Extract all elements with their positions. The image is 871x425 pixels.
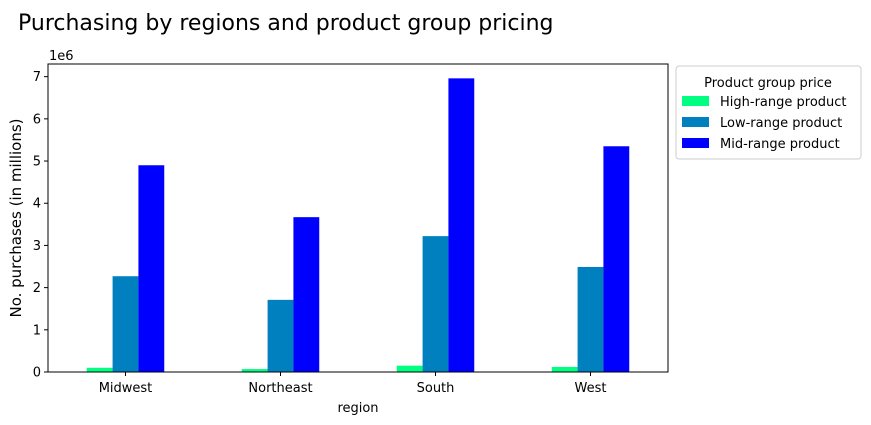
y-tick-label: 1	[33, 323, 41, 338]
bar	[267, 299, 294, 372]
y-tick-label: 7	[33, 70, 41, 85]
legend-label: Low-range product	[720, 116, 842, 131]
x-tick-label: South	[417, 381, 455, 396]
y-tick-label: 4	[33, 197, 41, 212]
x-tick-label: Midwest	[99, 381, 153, 396]
bars	[86, 78, 630, 372]
bar	[551, 366, 578, 372]
legend-label: High-range product	[720, 95, 847, 110]
y-tick-label: 6	[33, 112, 41, 127]
plot-frame	[47, 63, 669, 373]
bar	[293, 217, 320, 372]
bar	[86, 367, 113, 372]
legend-swatch	[682, 138, 709, 148]
bar	[112, 276, 139, 372]
x-tick-label: West	[575, 381, 607, 396]
legend-swatch	[682, 117, 709, 127]
chart-title: Purchasing by regions and product group …	[18, 11, 554, 36]
y-axis-label: No. purchases (in millions)	[7, 118, 25, 317]
y-tick-label: 3	[33, 239, 41, 254]
legend-swatch	[682, 96, 709, 106]
bar	[241, 369, 268, 372]
legend-frame	[675, 65, 862, 160]
legend-title: Product group price	[704, 76, 832, 91]
y-offset-label: 1e6	[49, 49, 74, 64]
bar	[603, 146, 630, 372]
y-tick-label: 5	[33, 155, 41, 170]
y-tick-label: 2	[33, 281, 41, 296]
x-axis-label: region	[337, 401, 378, 416]
y-axis: 0 1 2 3 4 5 6 7	[33, 70, 48, 381]
bar	[577, 266, 604, 372]
bar	[396, 365, 423, 372]
legend-items: High-range product Low-range product Mid-r…	[682, 95, 847, 152]
bar	[138, 165, 165, 372]
bar	[422, 236, 449, 372]
bar	[448, 78, 475, 372]
x-tick-label: Northeast	[248, 381, 312, 396]
y-tick-label: 0	[33, 366, 41, 381]
legend: Product group price High-range product Lo…	[675, 65, 862, 160]
x-axis: Midwest Northeast South West	[99, 372, 607, 396]
legend-label: Mid-range product	[720, 137, 840, 152]
